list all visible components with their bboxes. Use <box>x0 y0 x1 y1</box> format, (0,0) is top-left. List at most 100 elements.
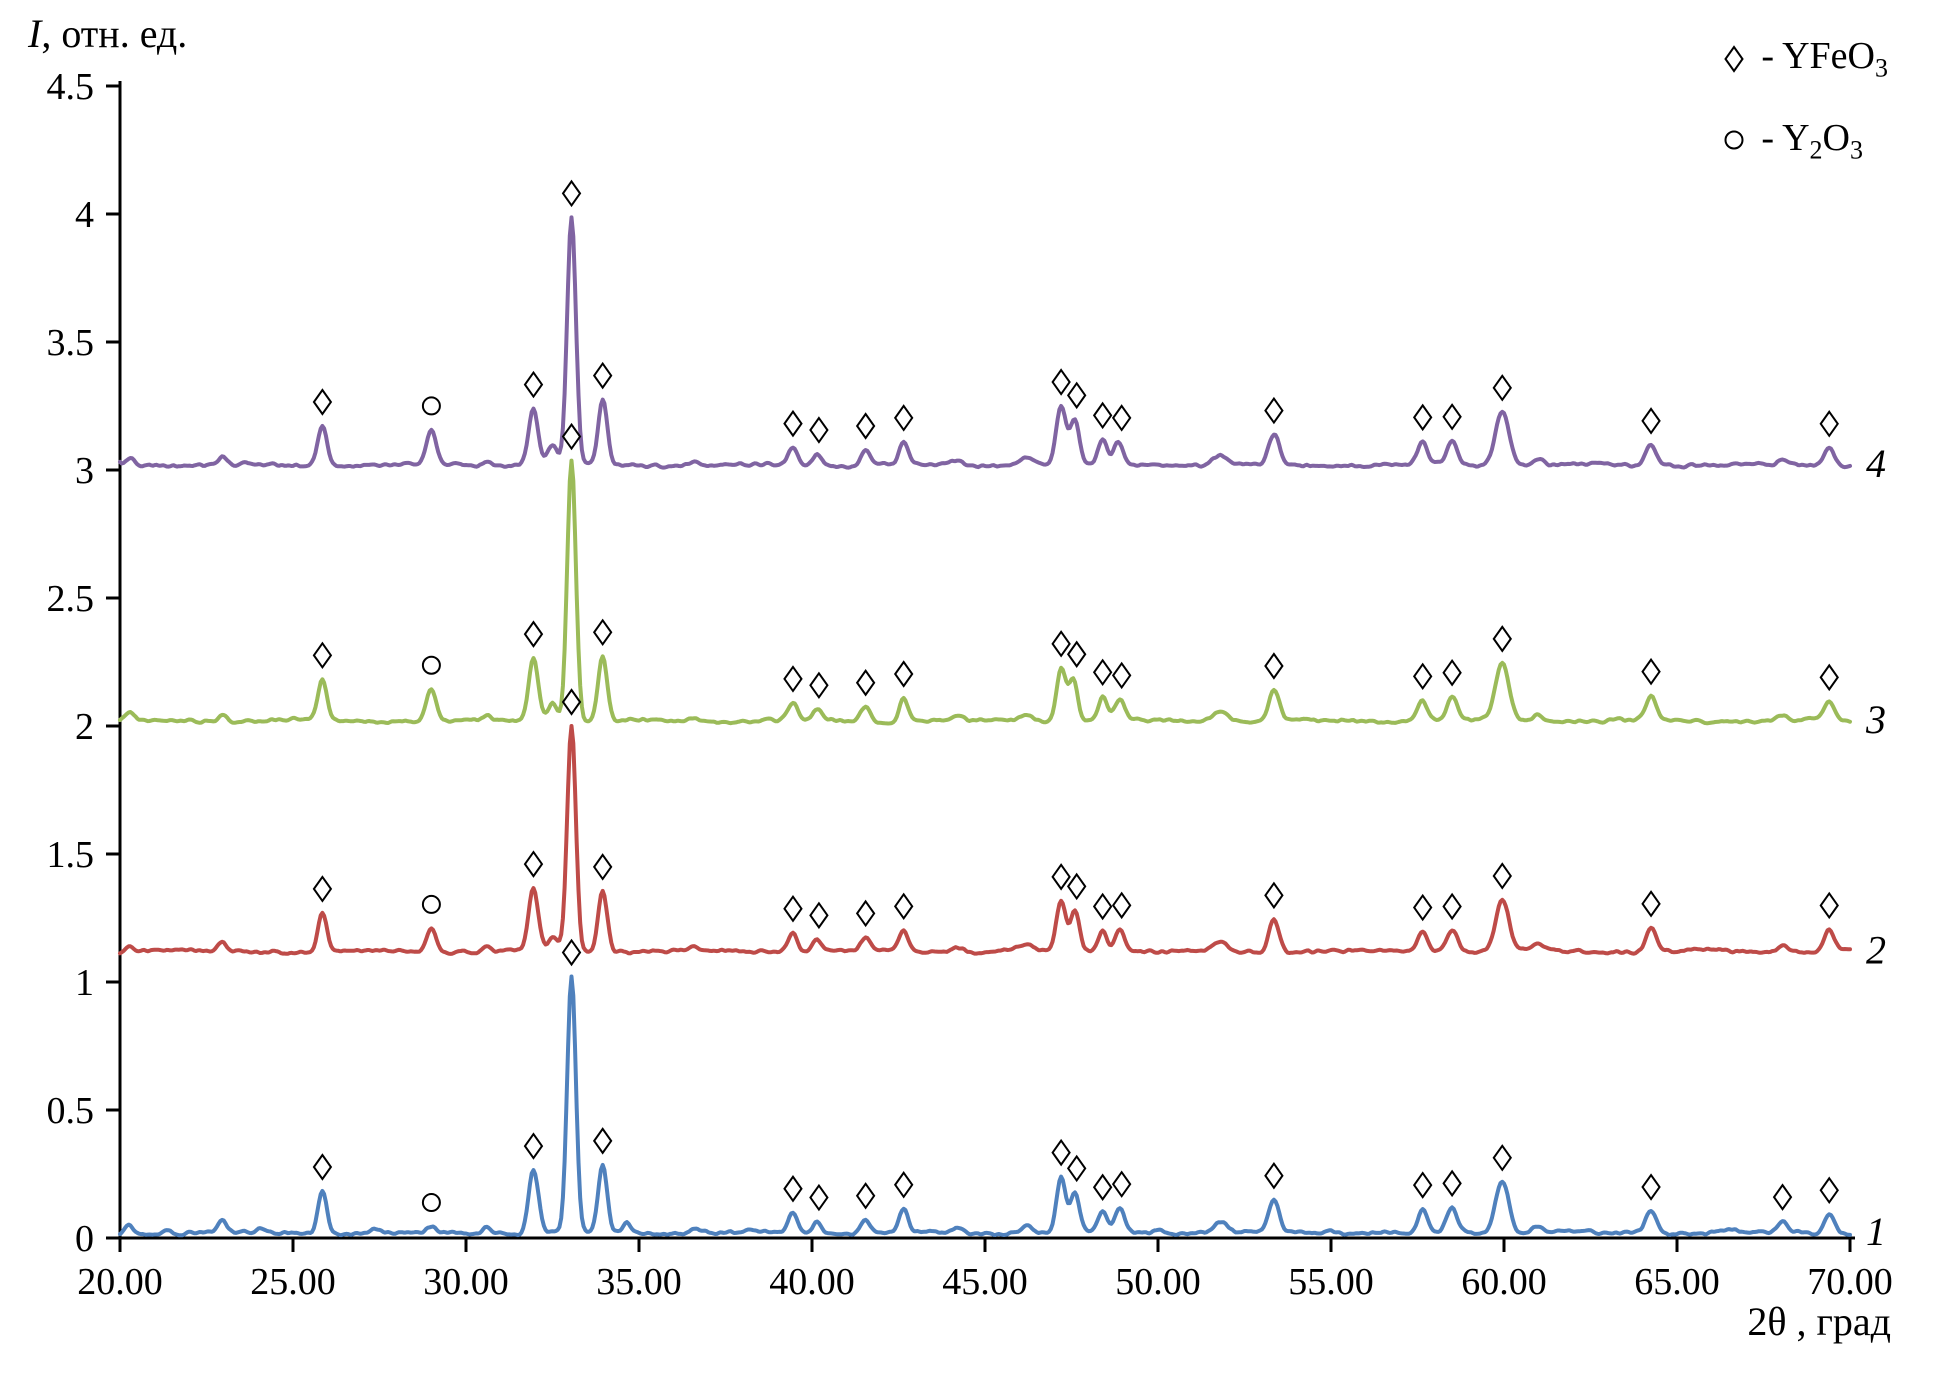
yfeo3-diamond-marker <box>561 688 582 716</box>
x-tick-label: 55.00 <box>1288 1261 1374 1303</box>
yfeo3-diamond-marker <box>1819 1176 1839 1205</box>
yfeo3-diamond-marker <box>855 1182 876 1210</box>
yfeo3-diamond-marker <box>1412 662 1433 691</box>
x-tick-label: 45.00 <box>942 1261 1028 1303</box>
yfeo3-diamond-marker <box>1111 661 1132 690</box>
x-tick-label: 35.00 <box>596 1261 682 1303</box>
yfeo3-diamond-marker <box>1264 881 1284 910</box>
yfeo3-diamond-marker <box>561 422 582 451</box>
yfeo3-diamond-marker <box>1772 1183 1793 1211</box>
yfeo3-diamond-marker <box>1051 1138 1071 1167</box>
yfeo3-diamond-marker <box>1066 872 1087 901</box>
yfeo3-diamond-marker <box>523 1132 544 1160</box>
yfeo3-diamond-marker <box>1092 401 1113 430</box>
yfeo3-diamond-marker <box>1492 1144 1512 1172</box>
yfeo3-diamond-marker <box>893 892 914 921</box>
series-label-1: 1 <box>1866 1209 1886 1254</box>
y2o3-circle-marker <box>421 655 441 675</box>
y2o3-circle-marker <box>421 894 441 914</box>
yfeo3-diamond-marker <box>561 938 582 967</box>
y-tick-label: 4 <box>75 194 94 236</box>
x-tick-label: 70.00 <box>1807 1261 1893 1303</box>
x-tick-label: 30.00 <box>423 1261 509 1303</box>
y-tick-label: 4.5 <box>47 66 95 108</box>
yfeo3-diamond-marker <box>523 850 544 878</box>
yfeo3-diamond-marker <box>809 416 829 444</box>
yfeo3-diamond-marker <box>1092 1173 1113 1201</box>
yfeo3-diamond-marker <box>1492 374 1512 402</box>
y-tick-label: 2.5 <box>47 578 95 620</box>
yfeo3-diamond-marker <box>893 404 914 432</box>
yfeo3-diamond-marker <box>1051 368 1071 396</box>
legend: - YFeO3 - Y2O3 <box>1721 34 1888 165</box>
yfeo3-diamond-marker <box>592 361 613 390</box>
y-tick-label: 1 <box>75 962 94 1004</box>
yfeo3-diamond-marker <box>1641 1173 1661 1201</box>
yfeo3-diamond-marker <box>1819 410 1839 438</box>
yfeo3-diamond-marker <box>1264 396 1284 425</box>
legend-item-y2o3: - Y2O3 <box>1721 116 1888 166</box>
yfeo3-diamond-marker <box>592 1127 613 1155</box>
y-axis-title-units: , отн. ед. <box>41 11 188 56</box>
y-tick-label: 0 <box>75 1218 94 1260</box>
yfeo3-diamond-marker <box>809 901 829 930</box>
y-tick-label: 3.5 <box>47 322 95 364</box>
yfeo3-diamond-marker <box>1442 1169 1462 1198</box>
yfeo3-diamond-marker <box>783 409 803 438</box>
yfeo3-diamond-marker <box>893 660 914 688</box>
yfeo3-diamond-marker <box>1264 1161 1284 1190</box>
legend-label-subscript: 2 <box>1809 135 1823 165</box>
yfeo3-diamond-marker <box>1092 658 1113 687</box>
legend-item-yfeo3: - YFeO3 <box>1721 34 1888 84</box>
x-tick-label: 65.00 <box>1634 1261 1720 1303</box>
legend-label-yfeo3: - YFeO3 <box>1761 35 1888 83</box>
yfeo3-diamond-marker <box>1111 404 1132 432</box>
yfeo3-diamond-marker <box>592 853 613 881</box>
x-tick-label: 60.00 <box>1461 1261 1547 1303</box>
yfeo3-diamond-marker <box>523 370 544 399</box>
yfeo3-diamond-marker <box>1819 891 1839 920</box>
yfeo3-diamond-marker <box>809 671 829 700</box>
y-tick-label: 2 <box>75 706 94 748</box>
yfeo3-diamond-marker <box>312 875 333 903</box>
x-tick-label: 50.00 <box>1115 1261 1201 1303</box>
yfeo3-diamond-marker <box>855 669 876 697</box>
yfeo3-diamond-marker <box>523 620 544 648</box>
yfeo3-diamond-marker <box>1442 403 1462 431</box>
y-tick-label: 0.5 <box>47 1090 95 1132</box>
yfeo3-diamond-marker <box>1264 652 1284 680</box>
yfeo3-diamond-marker <box>561 179 582 208</box>
series-label-2: 2 <box>1866 927 1886 972</box>
yfeo3-diamond-marker <box>1819 663 1839 692</box>
yfeo3-diamond-marker <box>1641 890 1661 918</box>
series-label-3: 3 <box>1865 697 1886 742</box>
y-tick-label: 1.5 <box>47 834 95 876</box>
yfeo3-diamond-marker <box>1412 1171 1433 1199</box>
x-axis-title: 2θ , град <box>1747 1299 1891 1344</box>
y-tick-label: 3 <box>75 450 94 492</box>
yfeo3-diamond-marker <box>1066 1154 1087 1183</box>
yfeo3-diamond-marker <box>1412 893 1433 922</box>
yfeo3-diamond-marker <box>783 665 803 693</box>
yfeo3-diamond-marker <box>893 1171 914 1199</box>
diamond-icon <box>1724 45 1745 73</box>
yfeo3-diamond-marker <box>1111 1170 1132 1198</box>
yfeo3-diamond-marker <box>809 1183 829 1212</box>
series-line-2 <box>118 724 1852 956</box>
yfeo3-diamond-marker <box>1066 640 1087 668</box>
series-line-4 <box>118 215 1852 470</box>
yfeo3-diamond-marker <box>1641 407 1661 435</box>
legend-label-subscript: 3 <box>1875 53 1888 83</box>
series-label-4: 4 <box>1866 441 1886 486</box>
yfeo3-diamond-marker <box>783 894 803 923</box>
series-line-3 <box>118 458 1852 726</box>
legend-label-y2o3: - Y2O3 <box>1761 116 1863 165</box>
yfeo3-diamond-marker <box>1066 381 1087 410</box>
y-axis-title: I, отн. ед. <box>28 10 187 57</box>
yfeo3-diamond-marker <box>783 1175 803 1203</box>
yfeo3-diamond-marker <box>855 412 876 440</box>
diamond-icon-shape <box>1724 45 1745 73</box>
y2o3-circle-marker <box>421 396 441 416</box>
